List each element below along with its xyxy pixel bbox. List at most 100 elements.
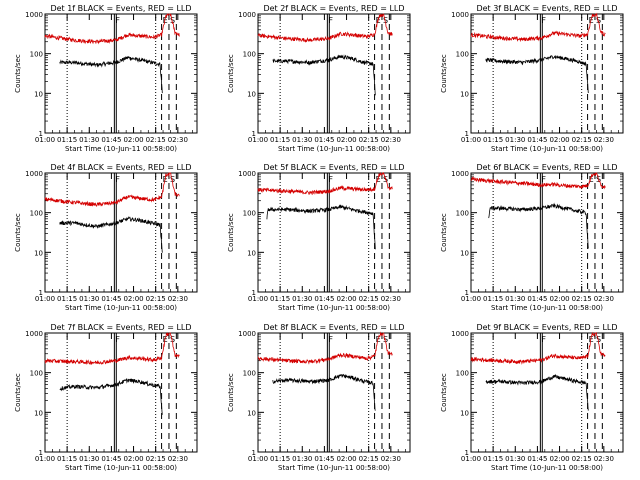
- x-tick-label: 02:00: [123, 295, 143, 303]
- y-tick-label: 10: [460, 409, 469, 417]
- x-tick-label: 01:15: [57, 295, 77, 303]
- x-axis-label: Start Time (10-Jun-11 00:58:00): [278, 304, 390, 312]
- plot-panel-7: Det 7f BLACK = Events, RED = LLD 1 10 100 10…: [14, 323, 198, 472]
- y-tick-label: 100: [30, 370, 43, 378]
- lld-series-line: [257, 13, 393, 43]
- y-tick-label: 10: [247, 90, 256, 98]
- events-series-line: [59, 55, 163, 94]
- x-tick-label: 01:45: [314, 295, 334, 303]
- y-tick-label: 100: [30, 51, 43, 59]
- marker-label: F: [115, 335, 120, 344]
- x-tick-label: 01:15: [270, 295, 290, 303]
- events-series-line: [59, 216, 163, 253]
- marker-label: S: [170, 335, 175, 344]
- x-tick-label: 01:45: [101, 455, 121, 463]
- events-series-line: [272, 54, 376, 96]
- x-tick-label: 02:00: [549, 455, 569, 463]
- marker-label: S: [170, 175, 175, 184]
- marker-label: E: [589, 175, 594, 184]
- y-tick-label: 10: [34, 249, 43, 257]
- y-tick-label: 1: [252, 130, 256, 138]
- y-tick-label: 10: [460, 249, 469, 257]
- lld-series-line: [44, 172, 180, 207]
- y-tick-label: 100: [30, 210, 43, 218]
- plot-title: Det 4f BLACK = Events, RED = LLD: [50, 163, 191, 172]
- x-tick-label: 02:30: [168, 455, 188, 463]
- y-tick-label: 1000: [238, 330, 256, 338]
- plot-frame: [257, 172, 411, 293]
- y-tick-label: 1000: [238, 170, 256, 178]
- x-tick-label: 01:45: [527, 455, 547, 463]
- x-tick-label: 02:30: [381, 295, 401, 303]
- x-tick-label: 01:00: [35, 455, 55, 463]
- y-tick-label: 1: [465, 449, 469, 457]
- x-axis-label: Start Time (10-Jun-11 00:58:00): [491, 464, 603, 472]
- y-tick-label: 100: [456, 210, 469, 218]
- y-axis-label: Counts/sec: [14, 373, 22, 412]
- y-axis-label: Counts/sec: [440, 373, 448, 412]
- x-tick-label: 01:45: [314, 455, 334, 463]
- lld-series-line: [470, 12, 606, 43]
- marker-label: S: [170, 16, 175, 25]
- x-axis-label: Start Time (10-Jun-11 00:58:00): [65, 464, 177, 472]
- y-axis-label: Counts/sec: [440, 54, 448, 93]
- x-tick-label: 02:00: [336, 455, 356, 463]
- x-tick-label: 02:15: [572, 136, 592, 144]
- lld-series-line: [257, 331, 393, 365]
- y-tick-label: 1000: [451, 11, 469, 19]
- x-tick-label: 02:15: [572, 295, 592, 303]
- y-tick-label: 10: [460, 90, 469, 98]
- x-tick-label: 01:15: [270, 455, 290, 463]
- x-tick-label: 02:15: [359, 455, 379, 463]
- x-tick-label: 01:00: [248, 136, 268, 144]
- plot-frame: [44, 332, 198, 453]
- x-tick-label: 01:30: [292, 136, 312, 144]
- y-axis-label: Counts/sec: [227, 54, 235, 93]
- y-tick-label: 10: [34, 90, 43, 98]
- x-tick-label: 01:30: [505, 136, 525, 144]
- y-tick-label: 1000: [25, 11, 43, 19]
- lld-series-line: [470, 172, 606, 190]
- y-tick-label: 100: [456, 370, 469, 378]
- x-tick-label: 01:15: [57, 136, 77, 144]
- marker-label: S: [383, 335, 388, 344]
- y-tick-label: 1000: [25, 330, 43, 338]
- y-tick-label: 1: [39, 130, 43, 138]
- x-tick-label: 01:00: [35, 136, 55, 144]
- lld-series-line: [470, 331, 606, 365]
- plot-frame: [44, 13, 198, 134]
- lld-series-line: [44, 13, 180, 45]
- y-tick-label: 1: [39, 289, 43, 297]
- x-tick-label: 02:15: [146, 136, 166, 144]
- marker-label: F: [541, 175, 546, 184]
- y-tick-label: 100: [456, 51, 469, 59]
- plot-title: Det 9f BLACK = Events, RED = LLD: [476, 323, 617, 332]
- x-tick-label: 01:30: [79, 455, 99, 463]
- plot-frame: [470, 172, 624, 293]
- x-tick-label: 02:15: [572, 455, 592, 463]
- x-tick-label: 01:15: [57, 455, 77, 463]
- plot-panel-1: Det 1f BLACK = Events, RED = LLD 1 10 100 10…: [14, 4, 198, 153]
- x-tick-label: 01:30: [505, 295, 525, 303]
- y-axis-label: Counts/sec: [227, 373, 235, 412]
- x-tick-label: 02:30: [168, 136, 188, 144]
- plot-title: Det 3f BLACK = Events, RED = LLD: [476, 4, 617, 13]
- x-tick-label: 02:15: [146, 295, 166, 303]
- plot-panel-6: Det 6f BLACK = Events, RED = LLD 1 10 100 10…: [440, 163, 624, 312]
- y-tick-label: 1: [252, 289, 256, 297]
- y-axis-label: Counts/sec: [14, 213, 22, 252]
- plot-title: Det 2f BLACK = Events, RED = LLD: [263, 4, 404, 13]
- x-tick-label: 02:00: [549, 136, 569, 144]
- events-series-line: [485, 54, 589, 94]
- events-series-line: [485, 373, 589, 411]
- x-axis-label: Start Time (10-Jun-11 00:58:00): [65, 304, 177, 312]
- x-tick-label: 01:00: [248, 455, 268, 463]
- x-tick-label: 01:45: [527, 295, 547, 303]
- y-tick-label: 1: [252, 449, 256, 457]
- y-tick-label: 1: [465, 289, 469, 297]
- x-tick-label: 02:00: [336, 295, 356, 303]
- y-tick-label: 100: [243, 370, 256, 378]
- events-series-line: [59, 377, 163, 415]
- marker-label: E: [376, 175, 381, 184]
